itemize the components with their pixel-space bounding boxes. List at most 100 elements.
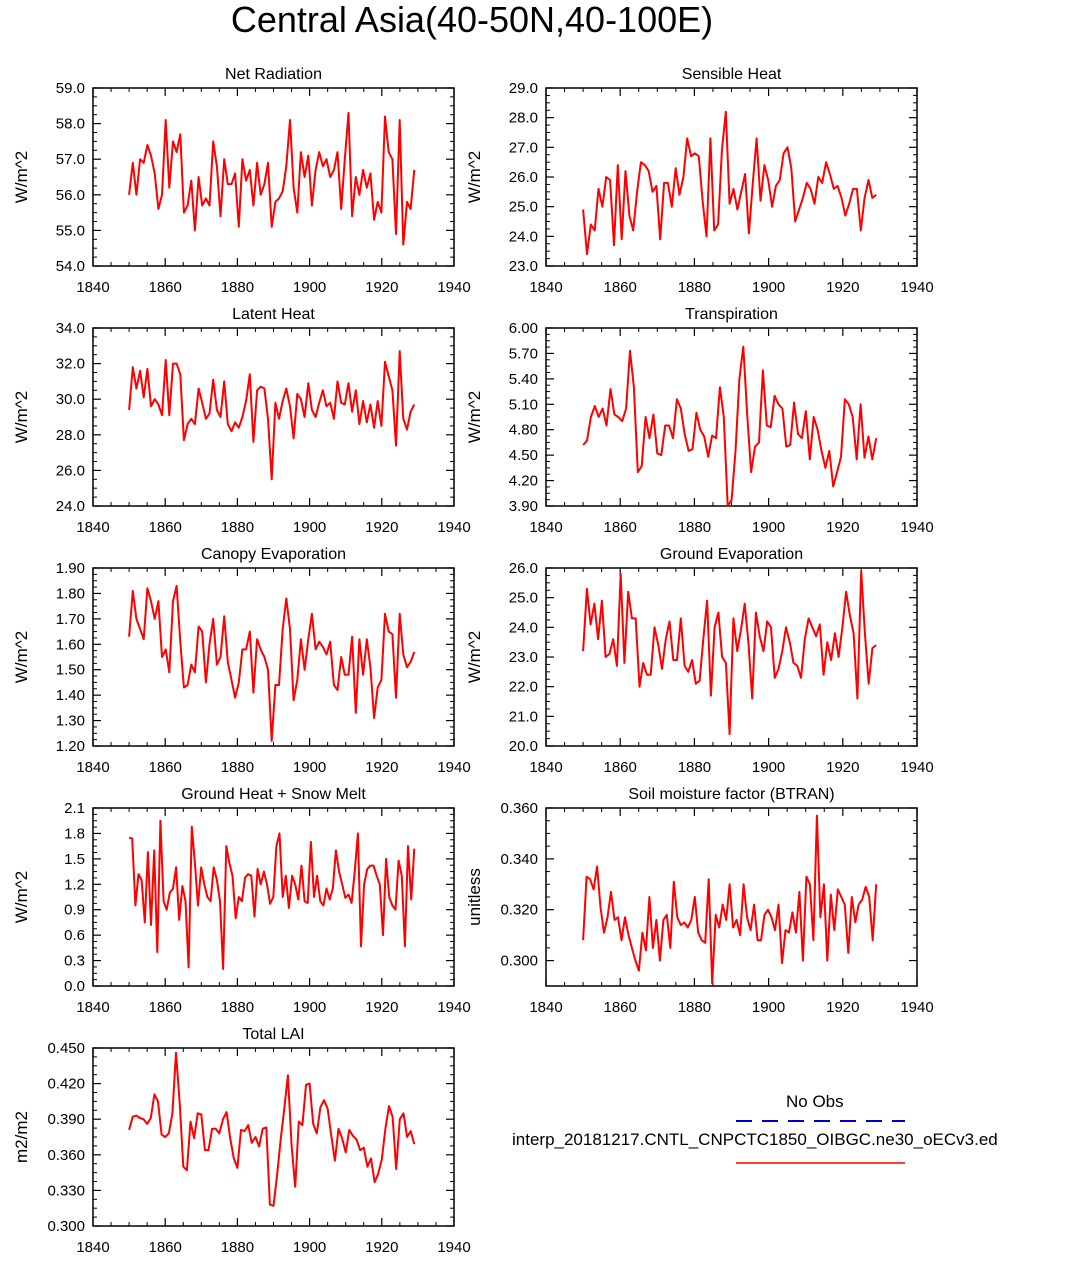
- y-tick-label: 34.0: [56, 320, 85, 337]
- y-tick-label: 1.20: [56, 738, 85, 755]
- y-tick-label: 55.0: [56, 222, 85, 239]
- x-tick-label: 1920: [365, 759, 398, 776]
- y-tick-label: 0.6: [64, 927, 85, 944]
- x-tick-label: 1900: [752, 279, 785, 296]
- y-tick-label: 24.0: [509, 228, 538, 245]
- x-tick-label: 1900: [293, 1239, 326, 1256]
- x-tick-label: 1840: [76, 1239, 109, 1256]
- series-line: [582, 814, 878, 985]
- y-tick-label: 21.0: [509, 708, 538, 725]
- y-tick-label: 0.320: [500, 902, 538, 919]
- y-tick-label: 58.0: [56, 116, 85, 133]
- y-tick-label: 5.40: [509, 371, 538, 388]
- y-tick-label: 22.0: [509, 679, 538, 696]
- x-tick-label: 1940: [437, 759, 470, 776]
- y-axis-label: W/m^2: [12, 151, 31, 203]
- x-tick-label: 1920: [826, 999, 859, 1016]
- y-axis-label: W/m^2: [12, 391, 31, 443]
- x-tick-label: 1860: [149, 999, 182, 1016]
- y-tick-label: 23.0: [509, 649, 538, 666]
- x-tick-label: 1920: [365, 519, 398, 536]
- y-tick-label: 24.0: [56, 498, 85, 515]
- series-line: [582, 345, 878, 507]
- x-tick-label: 1880: [221, 999, 254, 1016]
- x-tick-label: 1940: [437, 279, 470, 296]
- y-tick-label: 0.300: [500, 953, 538, 970]
- y-tick-label: 1.60: [56, 636, 85, 653]
- x-tick-label: 1860: [604, 759, 637, 776]
- y-tick-label: 1.8: [64, 825, 85, 842]
- y-tick-label: 1.2: [64, 876, 85, 893]
- y-tick-label: 26.0: [509, 169, 538, 186]
- panel-title: Net Radiation: [225, 66, 322, 83]
- panel-title: Sensible Heat: [682, 66, 782, 83]
- x-tick-label: 1880: [221, 759, 254, 776]
- y-tick-label: 26.0: [509, 560, 538, 577]
- x-tick-label: 1940: [437, 999, 470, 1016]
- y-tick-label: 26.0: [56, 462, 85, 479]
- x-tick-label: 1940: [437, 519, 470, 536]
- x-tick-label: 1840: [529, 999, 562, 1016]
- y-tick-label: 0.3: [64, 953, 85, 970]
- y-axis-label: W/m^2: [12, 871, 31, 923]
- panel-6: Ground Evaporation W/m^2 1840 1860 1880 1900 1…: [465, 546, 934, 776]
- x-tick-label: 1840: [76, 279, 109, 296]
- y-tick-label: 25.0: [509, 590, 538, 607]
- y-tick-label: 29.0: [509, 80, 538, 97]
- plot-frame: [92, 87, 455, 267]
- x-tick-label: 1900: [293, 519, 326, 536]
- series-line: [128, 350, 416, 481]
- x-tick-label: 1880: [678, 519, 711, 536]
- x-tick-label: 1940: [900, 759, 933, 776]
- series-line: [128, 584, 416, 742]
- y-tick-label: 0.360: [47, 1147, 85, 1164]
- y-axis-label: W/m^2: [465, 151, 484, 203]
- x-tick-label: 1900: [293, 279, 326, 296]
- panel-title: Ground Heat + Snow Melt: [181, 786, 366, 803]
- x-tick-label: 1920: [365, 1239, 398, 1256]
- y-tick-label: 0.450: [47, 1040, 85, 1057]
- y-tick-label: 0.300: [47, 1218, 85, 1235]
- x-tick-label: 1840: [529, 279, 562, 296]
- x-tick-label: 1920: [826, 759, 859, 776]
- y-tick-label: 0.390: [47, 1111, 85, 1128]
- panel-2: Sensible Heat W/m^2 1840 1860 1880 1900 1920 19…: [465, 66, 934, 296]
- series-line: [128, 1051, 416, 1207]
- x-tick-label: 1860: [604, 279, 637, 296]
- panel-9: Total LAI m2/m2 1840 1860 1880 1900 1920 1940 0.…: [12, 1026, 471, 1256]
- y-tick-label: 5.70: [509, 345, 538, 362]
- panel-3: Latent Heat W/m^2 1840 1860 1880 1900 1920 1940…: [12, 306, 471, 536]
- y-tick-label: 6.00: [509, 320, 538, 337]
- y-tick-label: 0.340: [500, 851, 538, 868]
- x-tick-label: 1920: [365, 279, 398, 296]
- y-tick-label: 2.1: [64, 800, 85, 817]
- x-tick-label: 1880: [678, 759, 711, 776]
- y-tick-label: 23.0: [509, 258, 538, 275]
- y-tick-label: 32.0: [56, 356, 85, 373]
- y-tick-label: 59.0: [56, 80, 85, 97]
- legend-lines: [736, 1120, 905, 1164]
- y-axis-label: W/m^2: [465, 391, 484, 443]
- y-tick-label: 28.0: [509, 110, 538, 127]
- x-tick-label: 1900: [293, 999, 326, 1016]
- x-tick-label: 1920: [365, 999, 398, 1016]
- x-tick-label: 1840: [529, 519, 562, 536]
- y-tick-label: 1.50: [56, 662, 85, 679]
- y-tick-label: 1.30: [56, 713, 85, 730]
- x-tick-label: 1860: [149, 519, 182, 536]
- y-tick-label: 4.20: [509, 473, 538, 490]
- y-tick-label: 1.80: [56, 585, 85, 602]
- x-tick-label: 1900: [752, 999, 785, 1016]
- figure-title: Central Asia(40-50N,40-100E): [230, 0, 714, 40]
- panel-title: Canopy Evaporation: [201, 546, 346, 563]
- x-tick-label: 1920: [826, 519, 859, 536]
- x-tick-label: 1840: [76, 519, 109, 536]
- y-tick-label: 57.0: [56, 151, 85, 168]
- x-tick-label: 1940: [900, 279, 933, 296]
- x-tick-label: 1880: [221, 279, 254, 296]
- x-tick-label: 1840: [76, 999, 109, 1016]
- x-tick-label: 1940: [900, 519, 933, 536]
- y-tick-label: 27.0: [509, 139, 538, 156]
- y-tick-label: 28.0: [56, 427, 85, 444]
